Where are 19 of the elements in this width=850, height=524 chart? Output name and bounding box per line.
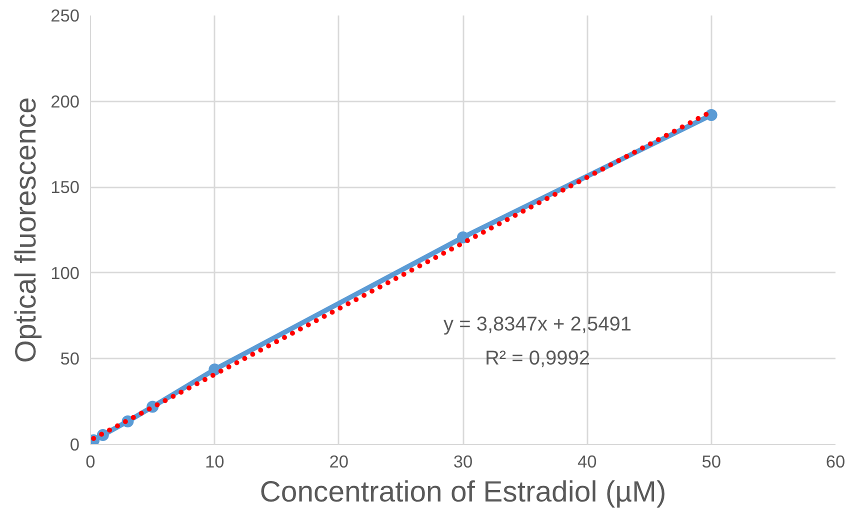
y-tick-label: 150 [50,177,80,198]
y-tick-label: 250 [50,6,80,26]
x-axis-title: Concentration of Estradiol (µM) [260,476,666,508]
x-tick-label: 30 [453,452,473,472]
x-tick-label: 40 [578,452,597,472]
point [457,231,469,244]
x-tick-label: 60 [826,452,846,472]
y-tick-label: 100 [50,262,80,283]
x-tick-label: 0 [86,452,96,472]
y-tick-label: 50 [60,348,80,369]
annotation: R² = 0,9992 [484,348,590,370]
x-tick-label: 20 [329,452,348,472]
x-tick-label: 10 [205,452,224,472]
annotation: y = 3,8347x + 2,5491 [444,313,632,336]
point [705,109,718,122]
y-tick-label: 0 [70,434,80,454]
y-axis-title: Optical fluorescence [10,97,43,363]
x-tick-label: 50 [702,452,721,472]
y-tick-label: 200 [50,91,80,112]
